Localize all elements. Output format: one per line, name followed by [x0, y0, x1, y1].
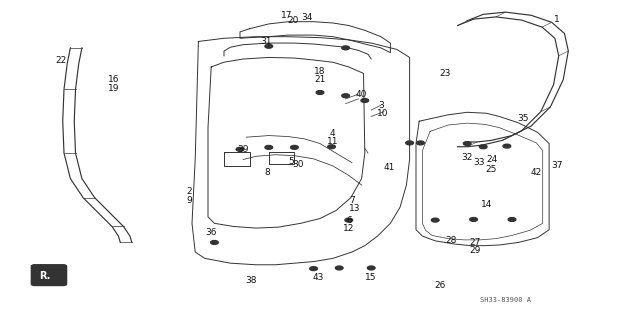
Text: 24: 24	[486, 155, 497, 164]
Circle shape	[316, 91, 324, 94]
Text: 32: 32	[461, 153, 473, 162]
Text: 28: 28	[445, 236, 457, 245]
Circle shape	[417, 141, 424, 145]
Text: 40: 40	[356, 90, 367, 99]
Text: 13: 13	[349, 204, 361, 213]
Text: 30: 30	[292, 160, 303, 169]
Text: 7: 7	[349, 197, 355, 205]
Text: 25: 25	[486, 165, 497, 174]
Text: 26: 26	[435, 281, 446, 290]
Circle shape	[367, 266, 375, 270]
Text: 17: 17	[281, 11, 292, 20]
Text: 14: 14	[481, 200, 492, 209]
Text: 29: 29	[469, 246, 481, 255]
Text: R.: R.	[39, 271, 51, 281]
Circle shape	[265, 44, 273, 48]
Text: 39: 39	[237, 145, 249, 154]
Circle shape	[342, 94, 349, 98]
Text: SH33-83900 A: SH33-83900 A	[480, 297, 531, 303]
Text: 9: 9	[186, 197, 191, 205]
Circle shape	[479, 145, 487, 149]
Text: 5: 5	[289, 157, 294, 166]
Circle shape	[345, 218, 353, 222]
Text: 43: 43	[312, 273, 324, 282]
Text: 41: 41	[383, 163, 395, 172]
Text: 10: 10	[377, 109, 388, 118]
Text: 35: 35	[518, 114, 529, 122]
Text: 37: 37	[551, 161, 563, 170]
Text: 16: 16	[108, 75, 120, 84]
Circle shape	[361, 99, 369, 102]
Text: 12: 12	[343, 224, 355, 233]
Text: 4: 4	[330, 130, 335, 138]
Circle shape	[503, 144, 511, 148]
Circle shape	[211, 241, 218, 244]
Text: 22: 22	[55, 56, 67, 65]
Text: 11: 11	[327, 137, 339, 146]
Text: 42: 42	[531, 168, 542, 177]
Text: 27: 27	[469, 238, 481, 247]
Text: 21: 21	[314, 75, 326, 84]
Text: 15: 15	[365, 273, 377, 282]
Circle shape	[328, 145, 335, 149]
Text: 23: 23	[439, 69, 451, 78]
Text: 34: 34	[301, 13, 313, 22]
Text: 20: 20	[287, 16, 299, 25]
Circle shape	[310, 267, 317, 271]
Text: 19: 19	[108, 84, 120, 93]
Text: 18: 18	[314, 67, 326, 76]
Circle shape	[236, 147, 244, 151]
Circle shape	[463, 142, 471, 145]
FancyBboxPatch shape	[31, 265, 67, 286]
Circle shape	[265, 145, 273, 149]
Text: 8: 8	[265, 168, 270, 177]
Circle shape	[508, 218, 516, 221]
Text: 36: 36	[205, 228, 217, 237]
Text: 2: 2	[186, 187, 191, 196]
Circle shape	[470, 218, 477, 221]
Text: 1: 1	[554, 15, 559, 24]
Text: 31: 31	[260, 37, 271, 46]
Circle shape	[335, 266, 343, 270]
Circle shape	[342, 46, 349, 50]
Circle shape	[291, 145, 298, 149]
Text: 6: 6	[346, 216, 351, 225]
Circle shape	[431, 218, 439, 222]
Text: 3: 3	[378, 101, 383, 110]
Text: 33: 33	[473, 158, 484, 167]
Text: 38: 38	[245, 276, 257, 285]
Circle shape	[406, 141, 413, 145]
